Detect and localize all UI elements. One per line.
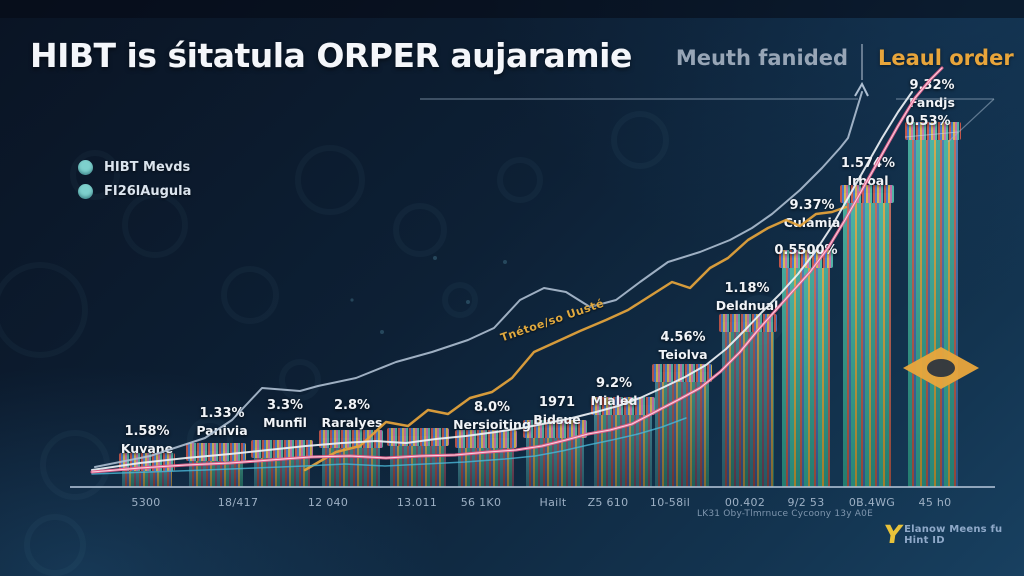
x-axis-tick-label: 0B.4WG bbox=[848, 496, 896, 509]
bar bbox=[119, 453, 175, 487]
x-axis-tick-label: 12 040 bbox=[307, 496, 349, 509]
header-divider bbox=[861, 44, 863, 80]
bar bbox=[840, 185, 894, 487]
bar-annotation: 1.18% Deldnual bbox=[715, 281, 779, 313]
x-axis-tick-label: 45 h0 bbox=[918, 496, 952, 509]
brand-mark: Y Elanow Meens fu Hint ID bbox=[881, 520, 1024, 549]
x-axis-tick-label: 5300 bbox=[131, 496, 161, 509]
x-axis-line bbox=[70, 486, 995, 488]
page-title: HIBT is śitatula ORPER aujaramie bbox=[30, 36, 632, 75]
orange-line-label: Tnétoe/so Uusté bbox=[498, 296, 606, 345]
bar-annotation: 9.32% Fandjs bbox=[909, 78, 955, 110]
legend-item: HIBT Mevds bbox=[78, 160, 191, 175]
x-axis-tick-label: 10-58il bbox=[649, 496, 691, 509]
bar-annotation: 9.37% Culamia bbox=[783, 198, 841, 230]
x-axis-tick-label: Z5 610 bbox=[587, 496, 629, 509]
bar bbox=[455, 430, 517, 487]
x-axis-tick-label: 56 1K0 bbox=[460, 496, 502, 509]
x-axis-tick-label: 9/2 53 bbox=[787, 496, 825, 509]
x-axis-tick-label: 00.402 bbox=[724, 496, 766, 509]
bar-annotation: 1.574% Irboal bbox=[840, 156, 896, 188]
bar bbox=[319, 430, 383, 487]
bar-annotation: 2.8% Raralyes bbox=[321, 398, 383, 430]
brand-y-icon: Y bbox=[881, 520, 905, 549]
bar bbox=[387, 428, 449, 487]
legend-dot-icon bbox=[78, 184, 93, 199]
bar bbox=[523, 420, 587, 487]
bar-annotation: 9.2% Mialed bbox=[590, 376, 638, 408]
arrowhead-icon bbox=[854, 81, 869, 97]
bar-annotation: 4.56% Teiolva bbox=[658, 330, 708, 362]
legend-item-label: FI26lAugula bbox=[104, 184, 192, 199]
chart-legend: HIBT Mevds FI26lAugula bbox=[78, 160, 191, 208]
legend-dot-icon bbox=[78, 160, 93, 175]
x-axis-tick-label: 13.011 bbox=[396, 496, 438, 509]
header-menu-label[interactable]: Meuth fanided bbox=[675, 46, 848, 70]
x-axis-tick-label: 18/417 bbox=[217, 496, 259, 509]
axis-caption: LK31 Oby-Tlmrnuce Cycoony 13y A0E bbox=[697, 509, 873, 519]
legend-item-label: HIBT Mevds bbox=[104, 160, 191, 175]
brand-text: Elanow Meens fu Hint ID bbox=[904, 523, 1003, 546]
legend-item: FI26lAugula bbox=[78, 184, 191, 199]
bar-annotation: 0.5500% bbox=[774, 243, 838, 258]
x-axis-tick-label: Hailt bbox=[539, 496, 567, 509]
bar bbox=[251, 440, 313, 487]
header-cta-label[interactable]: Leaul order bbox=[878, 46, 1014, 70]
top-band bbox=[0, 0, 1024, 18]
bar-annotation: 0.53% bbox=[905, 114, 951, 129]
